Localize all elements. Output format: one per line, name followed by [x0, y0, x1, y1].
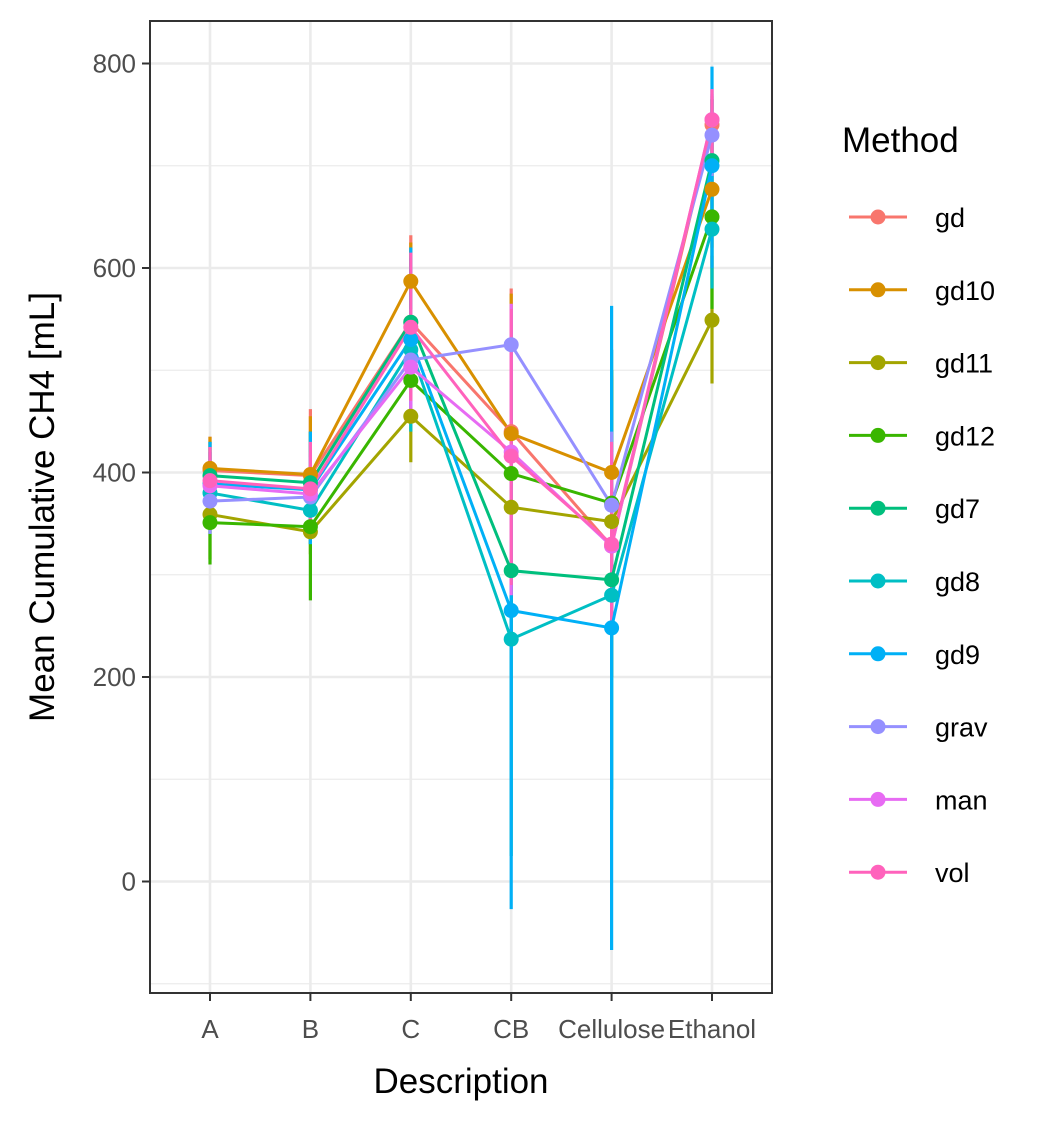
- point-vol: [704, 112, 720, 128]
- point-gd11: [704, 312, 720, 328]
- point-grav: [604, 497, 620, 513]
- series-line-gd11: [209, 319, 714, 534]
- panel-background: [150, 21, 772, 993]
- x-axis: A B C CB Cellulose Ethanol: [201, 993, 756, 1044]
- legend-label-grav: grav: [935, 713, 988, 743]
- point-gd10: [604, 465, 620, 480]
- legend-label-gd7: gd7: [935, 494, 980, 524]
- point-gd9: [503, 603, 519, 619]
- legend-key-point-gd9: [870, 646, 886, 662]
- point-vol: [302, 481, 318, 497]
- point-gd11: [503, 499, 519, 515]
- point-gd12: [302, 519, 318, 535]
- legend-label-gd10: gd10: [935, 276, 995, 306]
- legend-label-gd9: gd9: [935, 640, 980, 670]
- legend-key-point-gd12: [870, 427, 886, 443]
- point-gd10: [704, 181, 720, 197]
- data-points: [202, 112, 720, 647]
- legend-key-point-gd8: [870, 573, 886, 589]
- point-vol: [503, 448, 519, 464]
- legend-key-point-grav: [870, 719, 886, 735]
- point-gd10: [403, 273, 419, 289]
- point-gd8: [302, 502, 318, 518]
- point-gd9: [403, 332, 419, 348]
- y-axis: 0 200 400 600 800: [93, 49, 150, 897]
- legend-key-point-gd11: [870, 355, 886, 371]
- point-gd7: [503, 563, 519, 579]
- legend-key-point-gd7: [870, 500, 886, 516]
- legend: Method gd gd10 gd11 gd12 gd7 gd8 gd9 grav man vol: [842, 121, 995, 888]
- legend-label-gd12: gd12: [935, 421, 995, 451]
- legend-key-point-gd: [870, 209, 886, 225]
- y-tick-label: 400: [93, 458, 136, 488]
- series-line-gd12: [209, 216, 714, 529]
- x-tick-label: B: [302, 1014, 319, 1044]
- x-tick-label: A: [201, 1014, 219, 1044]
- point-gd8: [503, 631, 519, 647]
- point-gd8: [604, 587, 620, 603]
- y-tick-label: 800: [93, 49, 136, 79]
- legend-label-gd8: gd8: [935, 567, 980, 597]
- point-gd12: [202, 515, 218, 531]
- legend-label-man: man: [935, 785, 988, 815]
- y-axis-title: Mean Cumulative CH4 [mL]: [23, 292, 62, 722]
- point-gd12: [503, 466, 519, 482]
- point-gd12: [403, 372, 419, 388]
- legend-key-point-gd10: [870, 282, 886, 298]
- y-tick-label: 200: [93, 662, 136, 692]
- legend-key-point-man: [870, 791, 886, 807]
- point-gd9: [604, 620, 620, 636]
- legend-label-vol: vol: [935, 858, 970, 888]
- point-gd12: [704, 209, 720, 225]
- point-grav: [503, 337, 519, 353]
- point-grav: [704, 127, 720, 143]
- series-line-gd7: [209, 160, 714, 582]
- series-line-grav: [209, 134, 714, 509]
- y-tick-label: 0: [122, 867, 136, 897]
- point-man: [403, 359, 419, 375]
- x-tick-label: Ethanol: [668, 1014, 756, 1044]
- point-vol: [202, 473, 218, 489]
- y-tick-label: 600: [93, 253, 136, 283]
- point-gd8: [704, 221, 720, 237]
- point-vol: [604, 536, 620, 552]
- point-gd11: [403, 408, 419, 424]
- x-tick-label: Cellulose: [558, 1014, 665, 1044]
- legend-label-gd: gd: [935, 203, 965, 233]
- x-tick-label: CB: [493, 1014, 529, 1044]
- x-axis-title: Description: [373, 1062, 548, 1101]
- series-line-vol: [209, 119, 714, 547]
- point-gd7: [604, 572, 620, 588]
- legend-title: Method: [842, 121, 959, 160]
- legend-key-point-vol: [870, 864, 886, 880]
- point-vol: [403, 319, 419, 335]
- point-gd9: [704, 158, 720, 174]
- x-tick-label: C: [401, 1014, 420, 1044]
- point-gd11: [604, 514, 620, 530]
- point-grav: [202, 493, 218, 509]
- panel-border: [149, 20, 773, 994]
- series-line-gd10: [209, 188, 714, 477]
- point-gd10: [503, 426, 519, 442]
- series-lines: [209, 119, 714, 642]
- legend-label-gd11: gd11: [935, 349, 993, 379]
- series-line-gd8: [209, 228, 714, 642]
